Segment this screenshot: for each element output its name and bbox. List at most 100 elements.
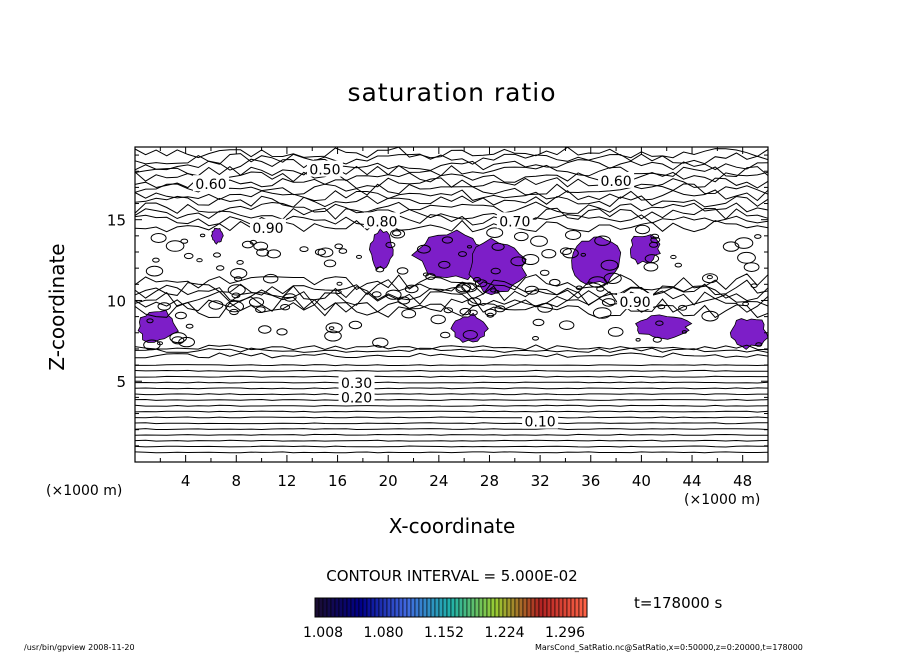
contour-loop [532,318,545,327]
colorbar-label: 1.008 [303,625,343,641]
colorbar-stripe [418,597,424,618]
contour-label: 0.60 [600,174,631,190]
contour-loop [328,326,335,331]
colorbar-stripe [398,597,404,618]
colorbar-stripe [338,597,344,618]
contour-loop [336,281,343,286]
contour-loop [227,284,246,296]
y-unit-label: (×1000 m) [46,483,123,499]
y-tick-label: 5 [116,373,126,391]
colorbar-frame [314,597,588,618]
colorbar-stripe [466,597,472,618]
contour-loop [196,258,203,263]
contour-loop [323,259,337,268]
contour-loop [157,302,171,311]
supersaturated-region [137,309,179,343]
contour-loop [734,237,754,249]
contour-loop [600,259,619,271]
contour-label: 0.50 [309,163,340,179]
contour-loop [541,249,557,259]
contour-loop [299,246,309,253]
contour-loop [152,257,160,263]
contour-loop [348,320,363,330]
contour-line [135,364,769,367]
colorbar-stripe [574,597,580,618]
colorbar-stripe [382,597,388,618]
x-tick-label: 44 [682,472,701,490]
contour-loop [494,305,506,313]
contour-loop [248,297,265,307]
colorbar-stripe [474,597,480,618]
contour-loop [559,320,575,331]
contour-line [134,398,769,401]
contour-loop [165,240,185,252]
contour-line [134,219,769,233]
contour-loop [335,289,342,294]
colorbar-stripe [410,597,416,618]
contour-loop [474,279,488,288]
contour-loop [603,272,622,284]
contour-loop [655,320,664,326]
contour-line [134,201,769,214]
contour-line [134,369,768,372]
x-tick-label: 28 [480,472,499,490]
contour-loop [466,245,473,249]
x-tick-label: 36 [581,472,600,490]
contour-loop [397,296,411,305]
colorbar-stripe [386,597,392,618]
y-tick-label: 15 [107,212,126,230]
contour-label-bg [522,412,559,429]
contour-loop [468,309,478,316]
contour-loop [438,260,451,269]
contour-loop [678,304,688,311]
colorbar-stripe [546,597,552,618]
colorbar-stripe [378,597,384,618]
contour-loop [334,243,344,250]
colorbar-stripe [422,597,428,618]
contour-line [134,146,769,159]
colorbar-stripe [414,597,420,618]
contour-line [134,152,769,165]
colorbar-stripe [534,597,540,618]
contour-loop [443,307,453,314]
colorbar-stripe [454,597,460,618]
contour-loop [755,342,763,347]
contour-loop [258,325,272,334]
colorbar-stripe [462,597,468,618]
contour-loop [532,336,539,341]
colorbar-label: 1.296 [545,625,585,641]
contour-loop [657,304,666,310]
contour-loop [185,323,194,329]
x-tick-label: 16 [328,472,347,490]
contour-loop [562,248,579,259]
x-tick-label: 20 [379,472,398,490]
contour-line [134,164,769,178]
contour-loop [338,248,348,254]
contour-line [134,177,769,190]
colorbar-stripe [582,597,588,618]
supersaturated-region [210,227,224,245]
colorbar-stripe [482,597,488,618]
colorbar-stripe [530,597,536,618]
colorbar-stripe [518,597,524,618]
colorbar-stripe [326,597,332,618]
contour-loop [256,248,270,257]
contour-loop [537,303,553,313]
contour-loop [722,241,740,252]
supersaturated-region [368,228,394,271]
colorbar-stripe [438,597,444,618]
colorbar-stripe [458,597,464,618]
contour-label: 0.60 [195,177,226,193]
contour-loop [325,322,343,334]
footer-left: /usr/bin/gpview 2008-11-20 [24,643,135,652]
colorbar-stripe [434,597,440,618]
contour-loop [253,241,269,251]
x-tick-label: 8 [232,472,242,490]
colorbar-stripe [374,597,380,618]
contour-line [134,171,769,184]
contour-label-bg [249,218,286,235]
colorbar-stripe [370,597,376,618]
contour-loop [371,291,382,298]
contour-loop [490,288,497,293]
